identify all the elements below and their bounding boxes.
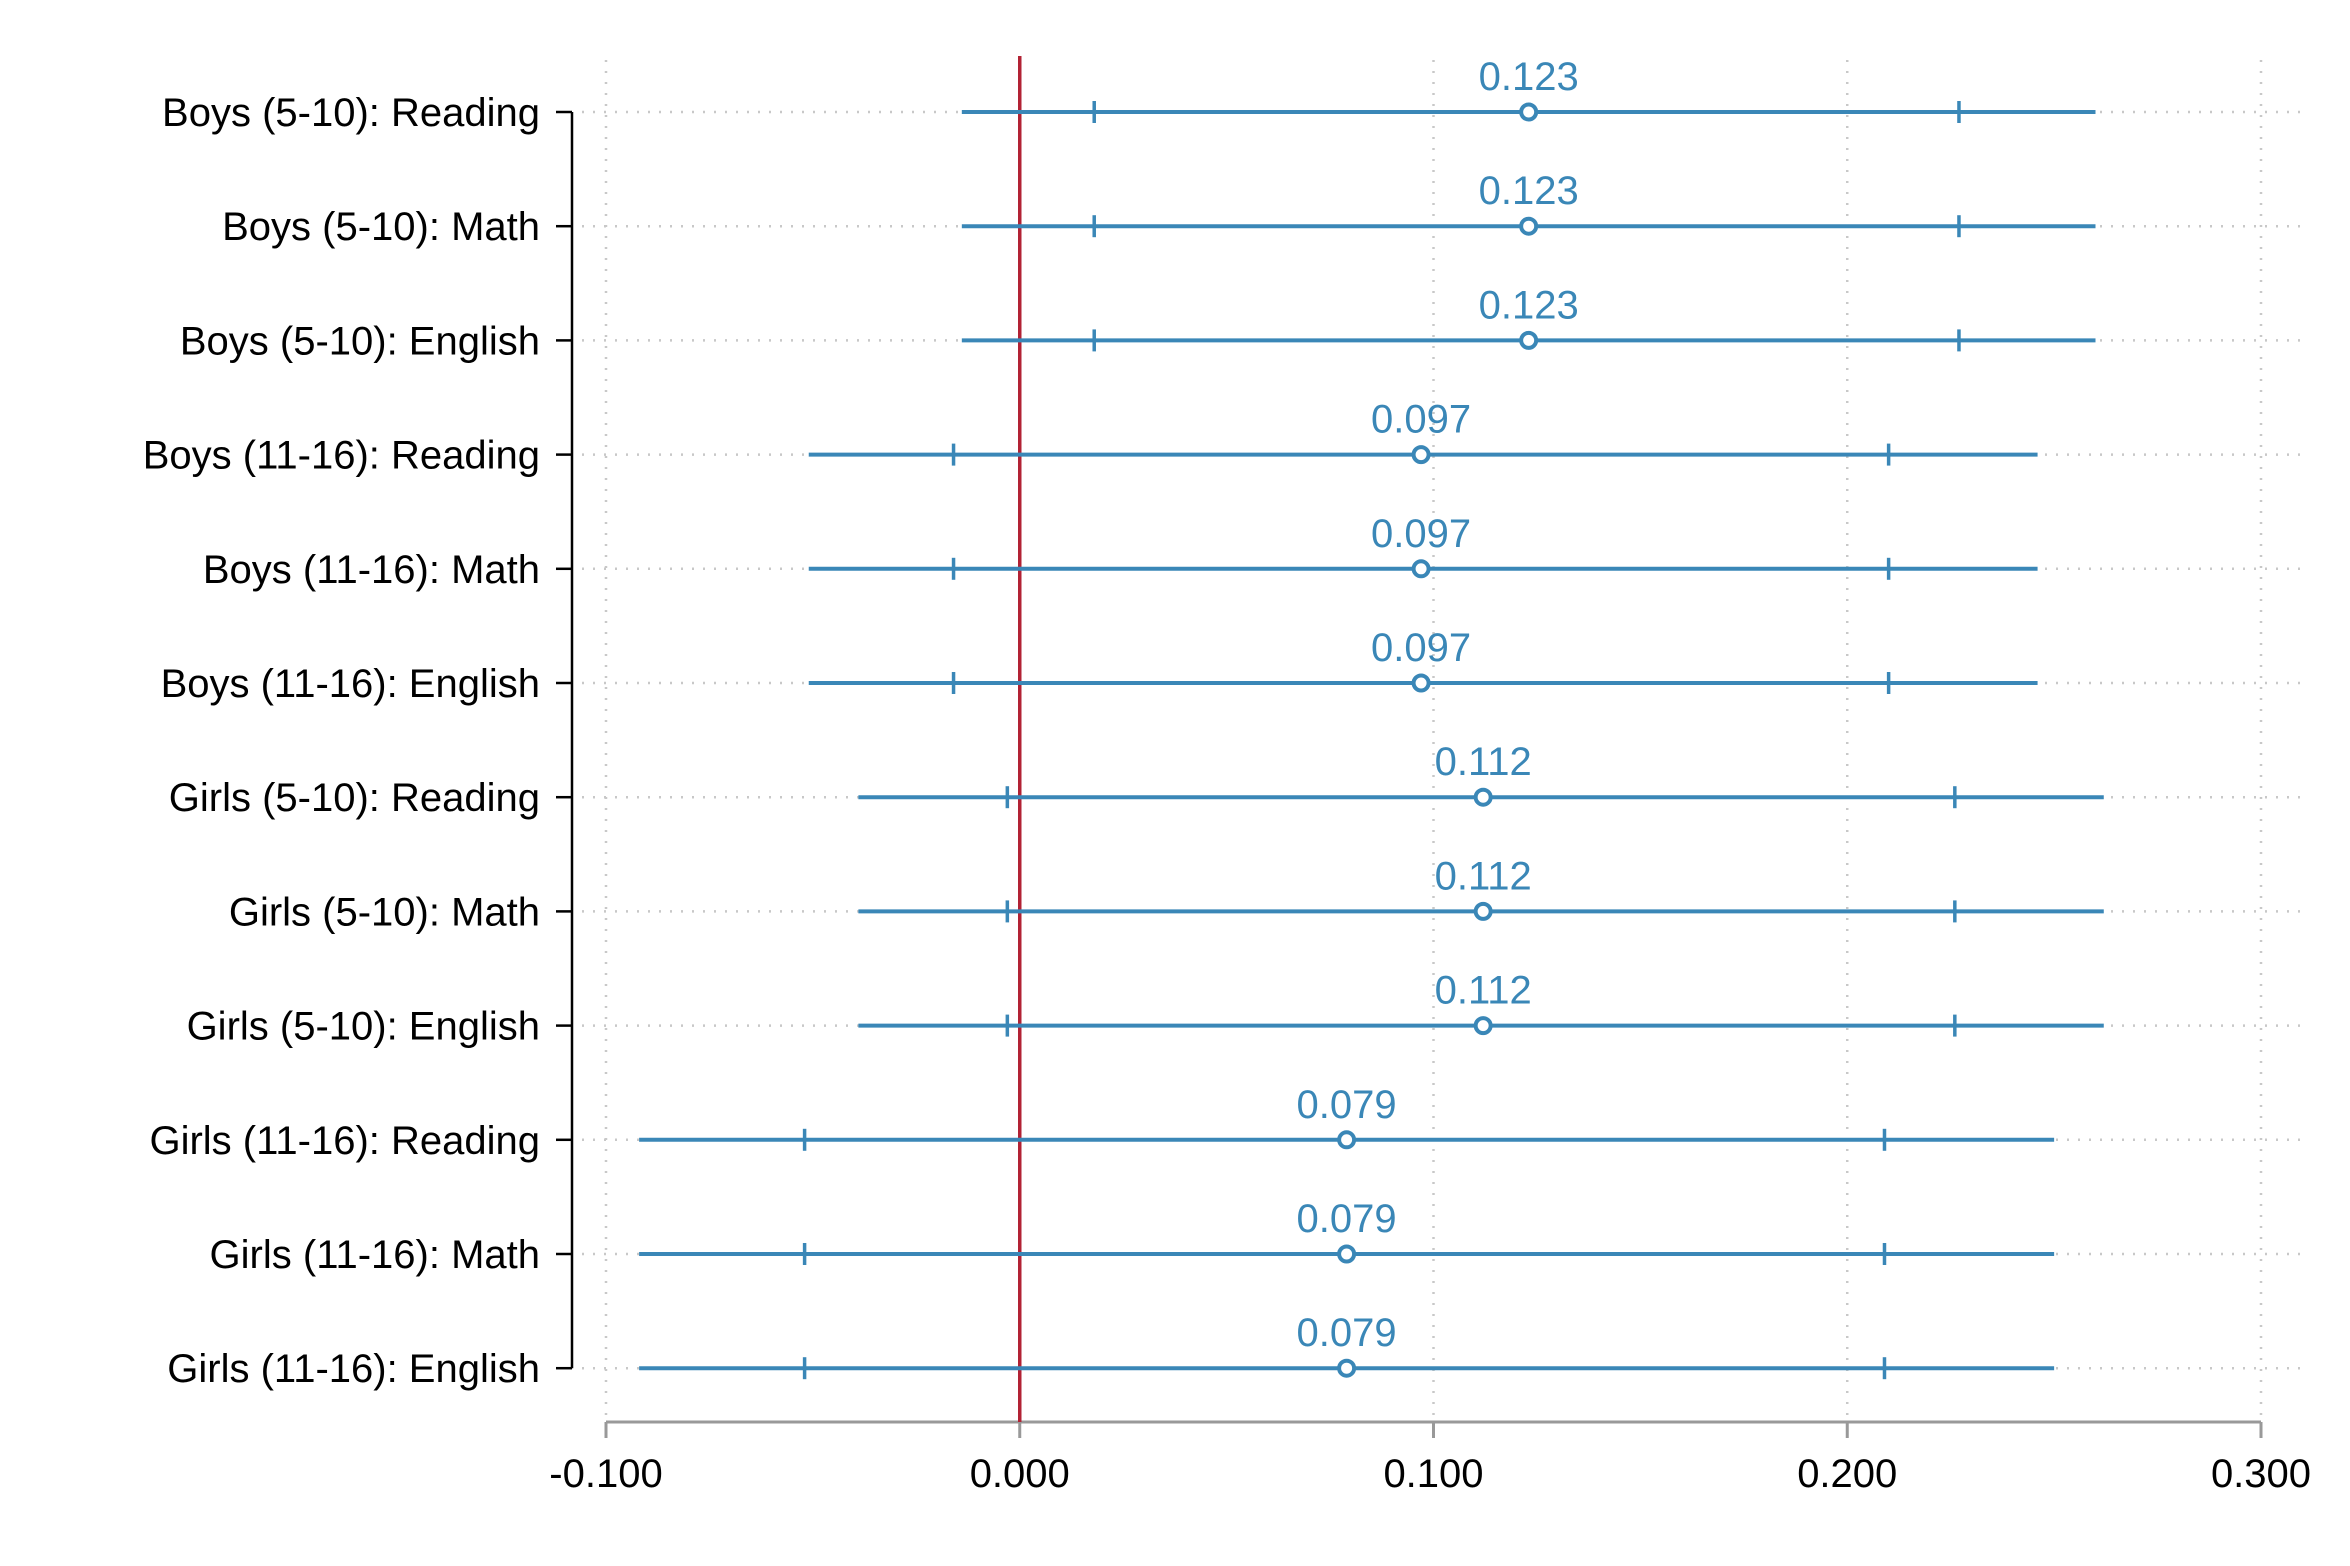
y-tick-label: Boys (5-10): Math bbox=[222, 205, 540, 249]
point-estimate bbox=[1337, 1130, 1357, 1150]
x-tick-label: 0.100 bbox=[1383, 1452, 1483, 1496]
x-tick-label: 0.200 bbox=[1797, 1452, 1897, 1496]
y-tick-label: Boys (5-10): English bbox=[180, 319, 540, 363]
y-tick-label: Boys (5-10): Reading bbox=[162, 91, 540, 135]
estimate-label: 0.123 bbox=[1479, 283, 1579, 327]
point-estimate bbox=[1519, 330, 1539, 350]
y-tick-label: Boys (11-16): Reading bbox=[143, 434, 540, 478]
marks bbox=[639, 101, 2104, 1380]
estimate-label: 0.112 bbox=[1435, 740, 1532, 784]
y-tick-label: Girls (5-10): Reading bbox=[169, 776, 540, 820]
x-tick-label: -0.100 bbox=[549, 1452, 662, 1496]
y-tick-label: Girls (11-16): Reading bbox=[149, 1119, 540, 1163]
estimate-label: 0.123 bbox=[1479, 55, 1579, 99]
y-tick-label: Girls (5-10): English bbox=[187, 1005, 540, 1049]
estimate-label: 0.079 bbox=[1297, 1197, 1397, 1241]
estimate-label: 0.123 bbox=[1479, 169, 1579, 213]
point-estimate bbox=[1473, 901, 1493, 921]
y-tick-label: Boys (11-16): English bbox=[161, 662, 540, 706]
axes bbox=[556, 110, 2263, 1438]
estimate-label: 0.097 bbox=[1371, 626, 1471, 670]
point-estimate bbox=[1473, 1016, 1493, 1036]
x-tick-label: 0.000 bbox=[970, 1452, 1070, 1496]
point-estimate bbox=[1473, 787, 1493, 807]
y-tick-label: Girls (5-10): Math bbox=[229, 890, 540, 934]
point-estimate bbox=[1411, 559, 1431, 579]
labels: Boys (5-10): Reading Boys (5-10): Math Boy… bbox=[143, 55, 2311, 1496]
point-estimate bbox=[1337, 1358, 1357, 1378]
point-estimate bbox=[1411, 445, 1431, 465]
estimate-label: 0.097 bbox=[1371, 512, 1471, 556]
point-estimate bbox=[1519, 102, 1539, 122]
point-estimate bbox=[1519, 216, 1539, 236]
estimate-label: 0.112 bbox=[1435, 969, 1532, 1013]
y-tick-label: Girls (11-16): English bbox=[167, 1347, 540, 1391]
x-tick-label: 0.300 bbox=[2211, 1452, 2311, 1496]
estimate-label: 0.079 bbox=[1297, 1083, 1397, 1127]
y-tick-label: Boys (11-16): Math bbox=[203, 548, 540, 592]
estimate-label: 0.112 bbox=[1435, 854, 1532, 898]
y-tick-label: Girls (11-16): Math bbox=[210, 1233, 540, 1277]
estimate-label: 0.079 bbox=[1297, 1311, 1397, 1355]
point-estimate bbox=[1411, 673, 1431, 693]
estimate-label: 0.097 bbox=[1371, 398, 1471, 442]
point-estimate bbox=[1337, 1244, 1357, 1264]
